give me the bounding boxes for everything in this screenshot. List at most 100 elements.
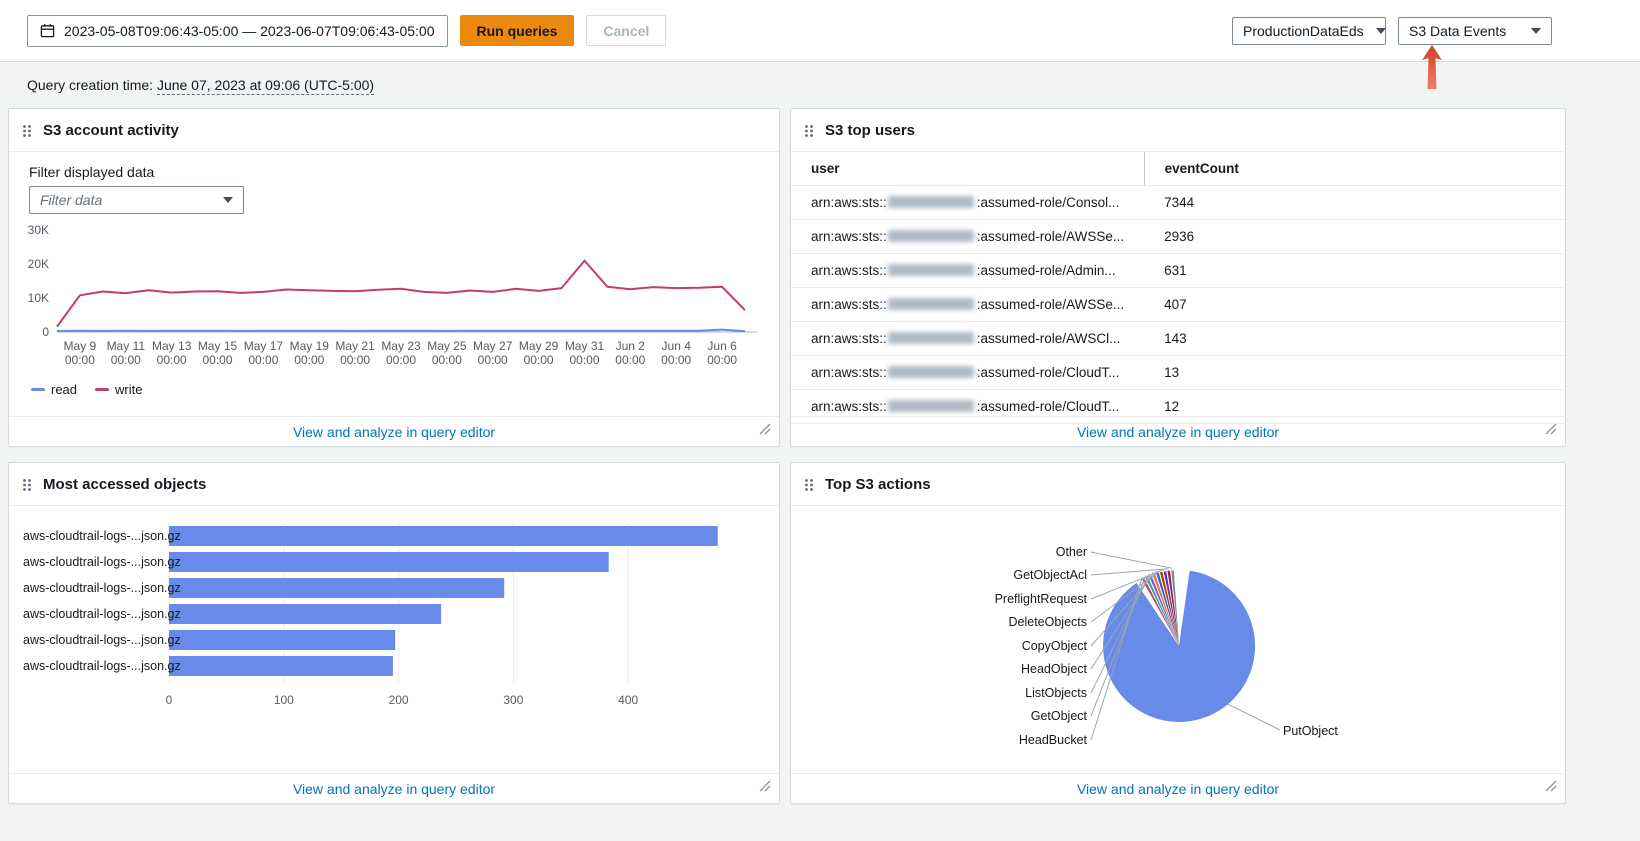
top-users-table: user eventCount arn:aws:sts:::assumed-ro… xyxy=(791,152,1565,424)
filter-data-select[interactable]: Filter data xyxy=(29,186,244,214)
dashboard-type-select[interactable]: S3 Data Events xyxy=(1398,16,1552,45)
svg-text:HeadBucket: HeadBucket xyxy=(1019,733,1088,747)
view-in-query-editor-link[interactable]: View and analyze in query editor xyxy=(1076,780,1280,797)
svg-text:00:00: 00:00 xyxy=(340,353,370,367)
query-creation-prefix: Query creation time: xyxy=(27,77,157,93)
svg-text:May 27: May 27 xyxy=(473,339,513,353)
user-cell: arn:aws:sts:::assumed-role/AWSCl... xyxy=(791,321,1145,356)
calendar-icon xyxy=(40,23,55,38)
svg-text:aws-cloudtrail-logs-...json.gz: aws-cloudtrail-logs-...json.gz xyxy=(23,555,181,569)
redacted-account-id xyxy=(887,366,974,378)
svg-text:00:00: 00:00 xyxy=(202,353,232,367)
svg-text:00:00: 00:00 xyxy=(524,353,554,367)
event-count-cell: 631 xyxy=(1144,253,1565,288)
filter-displayed-data-label: Filter displayed data xyxy=(29,164,155,180)
user-cell: arn:aws:sts:::assumed-role/AWSSe... xyxy=(791,287,1145,322)
view-in-query-editor-link[interactable]: View and analyze in query editor xyxy=(292,423,496,440)
svg-text:HeadObject: HeadObject xyxy=(1021,662,1088,676)
svg-text:Jun 2: Jun 2 xyxy=(616,339,646,353)
resize-handle-icon[interactable] xyxy=(1545,779,1557,797)
user-cell: arn:aws:sts:::assumed-role/CloudT... xyxy=(791,389,1145,424)
panel-top-s3-actions: Top S3 actions Other GetObjectAcl Prefligh… xyxy=(790,462,1566,804)
chevron-down-icon xyxy=(223,197,233,203)
svg-text:May 21: May 21 xyxy=(335,339,375,353)
table-row: arn:aws:sts:::assumed-role/Admin... 631 xyxy=(791,253,1565,288)
svg-text:0: 0 xyxy=(42,325,49,339)
svg-text:Other: Other xyxy=(1056,545,1087,559)
svg-text:May 31: May 31 xyxy=(565,339,605,353)
top-s3-actions-pie-chart: Other GetObjectAcl PreflightRequest DeleteO… xyxy=(791,508,1565,774)
svg-text:aws-cloudtrail-logs-...json.gz: aws-cloudtrail-logs-...json.gz xyxy=(23,633,181,647)
drag-handle-icon[interactable] xyxy=(21,123,33,139)
dashboard-type-value: S3 Data Events xyxy=(1409,22,1507,39)
event-count-cell: 2936 xyxy=(1144,219,1565,254)
chart-legend: read write xyxy=(31,382,767,397)
svg-text:May 17: May 17 xyxy=(244,339,284,353)
svg-text:May 13: May 13 xyxy=(152,339,192,353)
svg-text:Jun 4: Jun 4 xyxy=(662,339,692,353)
svg-text:May 23: May 23 xyxy=(381,339,421,353)
resize-handle-icon[interactable] xyxy=(759,779,771,797)
drag-handle-icon[interactable] xyxy=(803,477,815,493)
top-users-table-body: arn:aws:sts:::assumed-role/Consol... 7344… xyxy=(791,185,1565,424)
resize-handle-icon[interactable] xyxy=(759,422,771,440)
drag-handle-icon[interactable] xyxy=(21,477,33,493)
user-cell: arn:aws:sts:::assumed-role/Admin... xyxy=(791,253,1145,288)
legend-read-swatch xyxy=(31,388,45,391)
redacted-account-id xyxy=(887,196,974,208)
view-in-query-editor-link[interactable]: View and analyze in query editor xyxy=(1076,423,1280,440)
legend-item-write[interactable]: write xyxy=(95,382,142,397)
svg-text:00:00: 00:00 xyxy=(294,353,324,367)
table-row: arn:aws:sts:::assumed-role/CloudT... 12 xyxy=(791,389,1565,424)
redacted-account-id xyxy=(887,264,974,276)
filter-data-placeholder: Filter data xyxy=(40,192,103,208)
table-row: arn:aws:sts:::assumed-role/CloudT... 13 xyxy=(791,355,1565,390)
panel-s3-top-users: S3 top users user eventCount arn:aws:sts… xyxy=(790,108,1566,447)
table-row: arn:aws:sts:::assumed-role/AWSCl... 143 xyxy=(791,321,1565,356)
drag-handle-icon[interactable] xyxy=(803,123,815,139)
legend-item-read[interactable]: read xyxy=(31,382,77,397)
panel-title: Most accessed objects xyxy=(43,476,207,493)
most-accessed-bar-chart: 0 100 200 300 400 aws-cloudtrail-logs-...json… xyxy=(21,518,767,710)
date-range-value: 2023-05-08T09:06:43-05:00 — 2023-06-07T0… xyxy=(64,22,435,39)
run-queries-button[interactable]: Run queries xyxy=(459,15,575,46)
column-header-user[interactable]: user xyxy=(791,152,1145,186)
event-data-store-value: ProductionDataEds xyxy=(1243,22,1364,39)
legend-write-label: write xyxy=(115,382,143,397)
svg-text:DeleteObjects: DeleteObjects xyxy=(1008,615,1087,629)
svg-text:00:00: 00:00 xyxy=(157,353,187,367)
event-count-cell: 143 xyxy=(1144,321,1565,356)
event-count-cell: 7344 xyxy=(1144,185,1565,220)
panel-title: S3 top users xyxy=(825,122,916,139)
svg-text:ListObjects: ListObjects xyxy=(1025,686,1087,700)
legend-read-label: read xyxy=(51,382,78,397)
event-count-cell: 407 xyxy=(1144,287,1565,322)
svg-text:400: 400 xyxy=(618,693,638,707)
date-range-picker[interactable]: 2023-05-08T09:06:43-05:00 — 2023-06-07T0… xyxy=(27,14,448,47)
resize-handle-icon[interactable] xyxy=(1545,422,1557,440)
redacted-account-id xyxy=(887,400,974,412)
column-header-eventcount[interactable]: eventCount xyxy=(1143,152,1565,186)
view-in-query-editor-link[interactable]: View and analyze in query editor xyxy=(292,780,496,797)
svg-text:20K: 20K xyxy=(28,257,49,271)
query-creation-timestamp[interactable]: June 07, 2023 at 09:06 (UTC-5:00) xyxy=(156,77,375,95)
panel-title: S3 account activity xyxy=(43,122,179,139)
panel-most-accessed-objects: Most accessed objects 0 100 200 300 400 aws-c… xyxy=(8,462,780,804)
chevron-down-icon xyxy=(1531,27,1541,34)
svg-text:May 19: May 19 xyxy=(290,339,330,353)
svg-text:0: 0 xyxy=(166,693,173,707)
svg-text:00:00: 00:00 xyxy=(111,353,141,367)
svg-text:May 15: May 15 xyxy=(198,339,238,353)
cancel-button[interactable]: Cancel xyxy=(586,15,667,46)
svg-text:30K: 30K xyxy=(28,223,49,237)
user-cell: arn:aws:sts:::assumed-role/AWSSe... xyxy=(791,219,1145,254)
table-row: arn:aws:sts:::assumed-role/Consol... 7344 xyxy=(791,185,1565,220)
user-cell: arn:aws:sts:::assumed-role/Consol... xyxy=(791,185,1145,220)
table-row: arn:aws:sts:::assumed-role/AWSSe... 2936 xyxy=(791,219,1565,254)
svg-text:100: 100 xyxy=(274,693,294,707)
svg-text:00:00: 00:00 xyxy=(615,353,645,367)
user-cell: arn:aws:sts:::assumed-role/CloudT... xyxy=(791,355,1145,390)
legend-write-swatch xyxy=(95,388,110,391)
event-data-store-select[interactable]: ProductionDataEds xyxy=(1232,16,1386,45)
account-activity-line-chart: 0 10K 20K 30K May 9 00:00 May 11 00:00 May 13 00:… xyxy=(21,222,767,372)
